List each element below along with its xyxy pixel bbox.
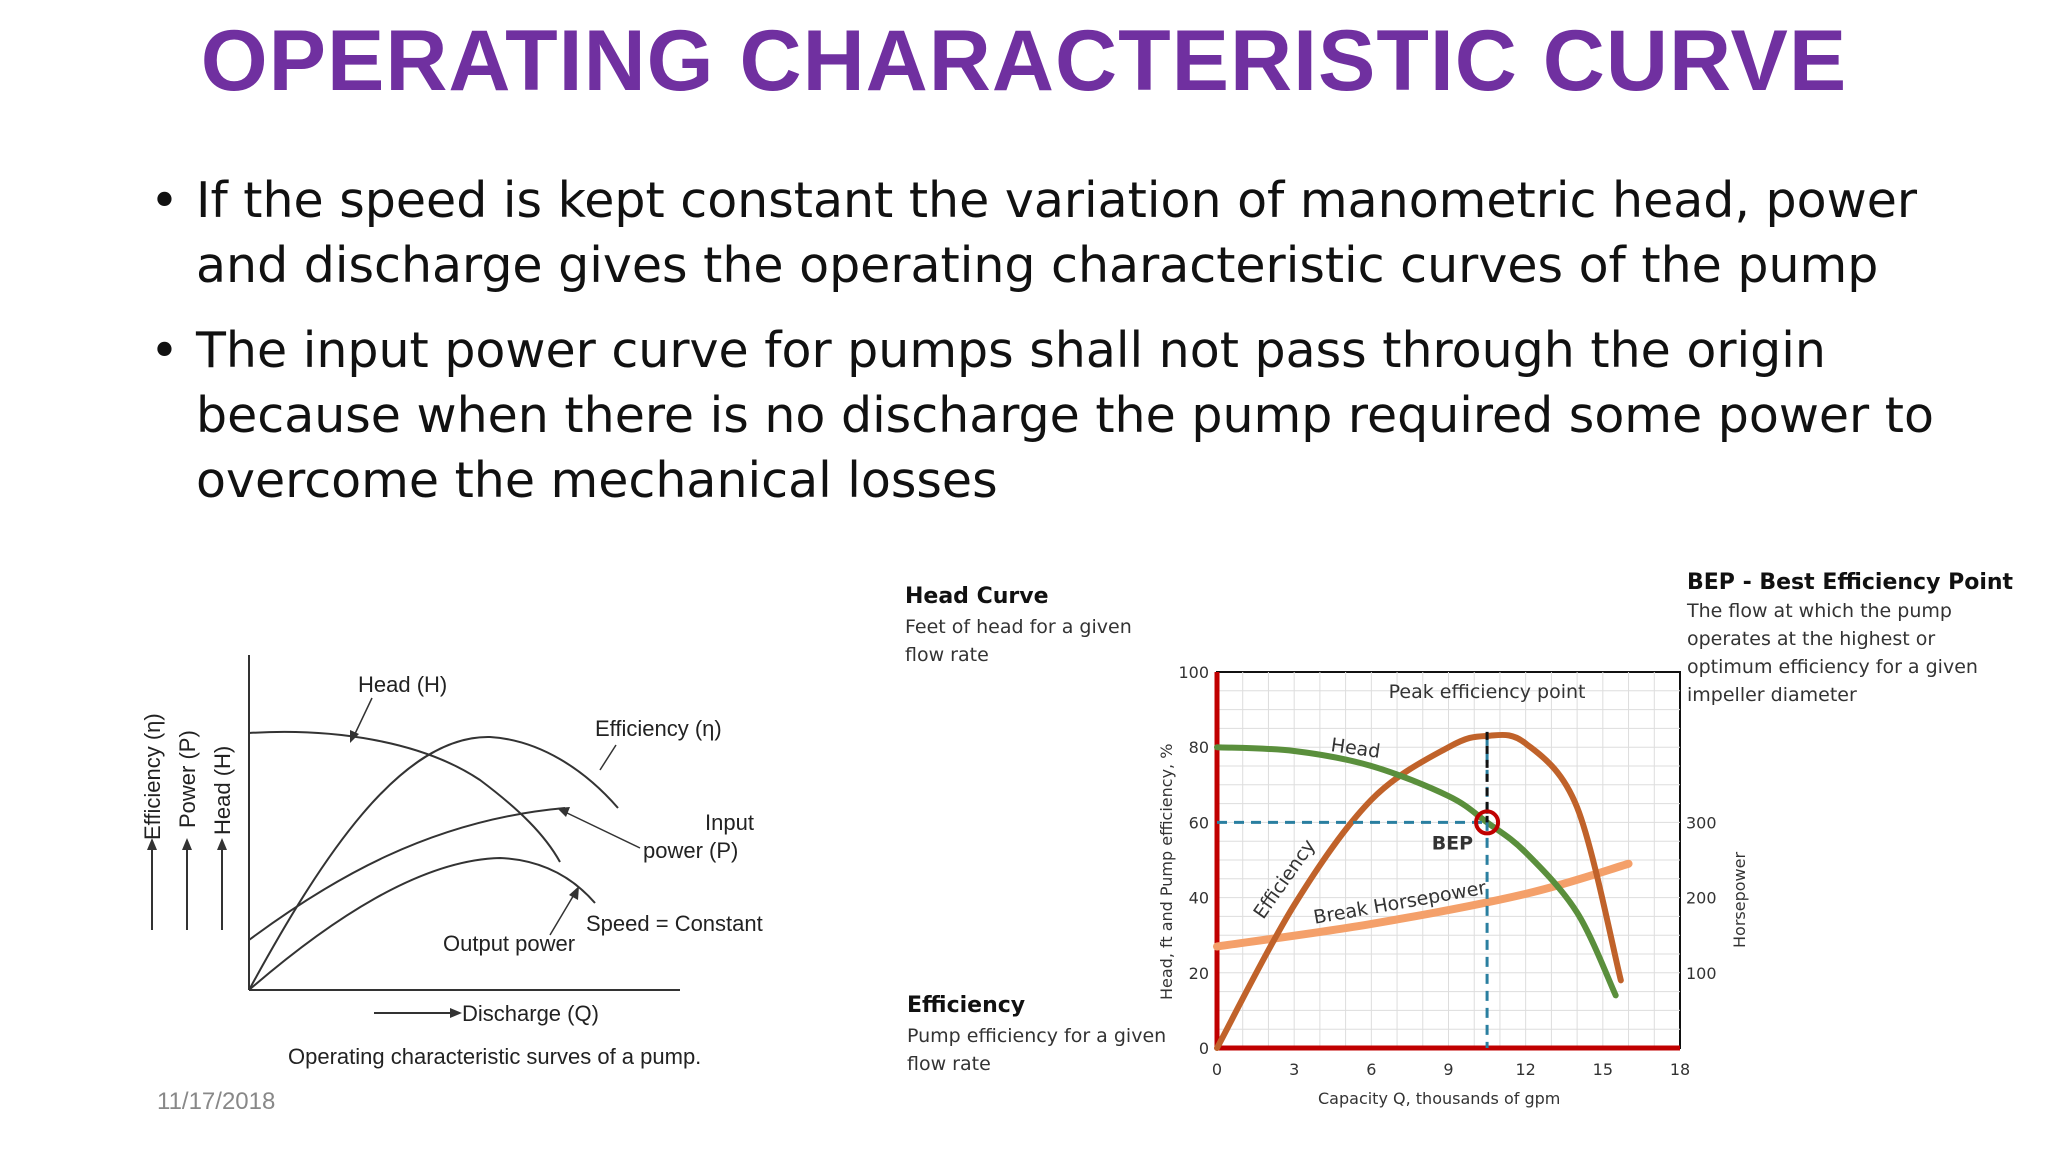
plot-grid (1214, 671, 1681, 1051)
bullet-item: • If the speed is kept constant the vari… (150, 168, 1950, 298)
peak-label: Peak efficiency point (1389, 681, 1586, 703)
bullet-text: The input power curve for pumps shall no… (196, 322, 1934, 509)
head-curve-title: Head Curve (905, 584, 1049, 609)
label-input-1: Input (705, 810, 754, 835)
left-input-power-curve (248, 807, 566, 941)
arrowhead-icon (350, 730, 359, 743)
bep-desc-line: operates at the highest or (1687, 628, 1935, 650)
y-left-tick-label: 20 (1189, 964, 1209, 983)
x-tick-label: 12 (1515, 1060, 1535, 1079)
horsepower-curve (1213, 859, 1633, 951)
x-tick-label: 18 (1670, 1060, 1690, 1079)
arrowhead-icon (450, 1008, 462, 1018)
x-axis-label: Capacity Q, thousands of gpm (1318, 1089, 1560, 1108)
y-left-tick-label: 80 (1189, 738, 1209, 757)
arrowhead-icon (217, 838, 227, 850)
left-head-curve (248, 730, 561, 863)
label-efficiency: Efficiency (η) (595, 716, 722, 741)
efficiency-title: Efficiency (907, 993, 1025, 1018)
arrowhead-icon (147, 838, 157, 850)
slide-date: 11/17/2018 (157, 1088, 276, 1115)
bep-desc-line: optimum efficiency for a given (1687, 656, 1978, 678)
left-caption: Operating characteristic surves of a pum… (288, 1044, 701, 1069)
y-left-tick-label: 60 (1189, 813, 1209, 832)
efficiency-desc-line: flow rate (907, 1053, 991, 1075)
label-speed: Speed = Constant (586, 911, 763, 936)
bep-desc-line: impeller diameter (1687, 684, 1857, 706)
bullet-dot: • (150, 322, 179, 379)
slide-title: OPERATING CHARACTERISTIC CURVE (200, 13, 1848, 109)
left-output-power-curve (248, 856, 596, 991)
arrowhead-icon (182, 838, 192, 850)
bullet-text: If the speed is kept constant the variat… (196, 172, 1917, 294)
label-output: Output power (443, 931, 575, 956)
efficiency-desc-line: Pump efficiency for a given (907, 1025, 1166, 1047)
arrowhead-icon (569, 886, 579, 900)
label-input-2: power (P) (643, 838, 738, 863)
label-head: Head (H) (358, 672, 447, 697)
efficiency-curve (1214, 731, 1624, 1051)
plot-ticks: 0 3 6 9 12 15 18 0 20 40 60 80 100 100 200 300 (1178, 663, 1716, 1079)
bep-title: BEP - Best Efficiency Point (1687, 570, 2014, 595)
x-tick-label: 6 (1366, 1060, 1376, 1079)
bullet-dot: • (150, 172, 179, 229)
y-right-tick-label: 200 (1686, 889, 1717, 908)
bullet-item: • The input power curve for pumps shall … (150, 318, 1950, 513)
bep-label: BEP (1432, 832, 1473, 854)
y-left-tick-label: 100 (1178, 663, 1209, 682)
x-label-discharge: Discharge (Q) (462, 1001, 599, 1026)
y-label-head: Head (H) (210, 746, 235, 835)
x-tick-label: 0 (1212, 1060, 1222, 1079)
y-left-tick-label: 40 (1189, 889, 1209, 908)
x-tick-label: 9 (1443, 1060, 1453, 1079)
bullet-list: • If the speed is kept constant the vari… (150, 168, 1950, 533)
pointer-efficiency (599, 744, 617, 771)
left-efficiency-curve (248, 735, 619, 991)
plot-curves: Peak efficiency pointBEPHeadEfficiencyBr… (1213, 681, 1633, 1051)
y-left-tick-label: 0 (1199, 1039, 1209, 1058)
x-tick-label: 3 (1289, 1060, 1299, 1079)
pointer-head (352, 697, 373, 739)
y-right-tick-label: 100 (1686, 964, 1717, 983)
y-label-power: Power (P) (175, 730, 200, 828)
pointer-output (549, 892, 576, 936)
y-right-tick-label: 300 (1686, 813, 1717, 832)
y-right-label: Horsepower (1730, 852, 1749, 948)
bep-marker-icon (1474, 809, 1501, 836)
x-tick-label: 15 (1593, 1060, 1613, 1079)
head-curve-desc-line: flow rate (905, 644, 989, 666)
pointer-input (564, 811, 641, 849)
y-label-efficiency: Efficiency (η) (140, 713, 165, 840)
bep-desc-line: The flow at which the pump (1686, 600, 1952, 622)
head-curve (1214, 744, 1619, 999)
y-left-label: Head, ft and Pump efficiency, % (1157, 744, 1176, 1000)
head-curve-desc-line: Feet of head for a given (905, 616, 1132, 638)
arrowhead-icon (557, 807, 570, 817)
